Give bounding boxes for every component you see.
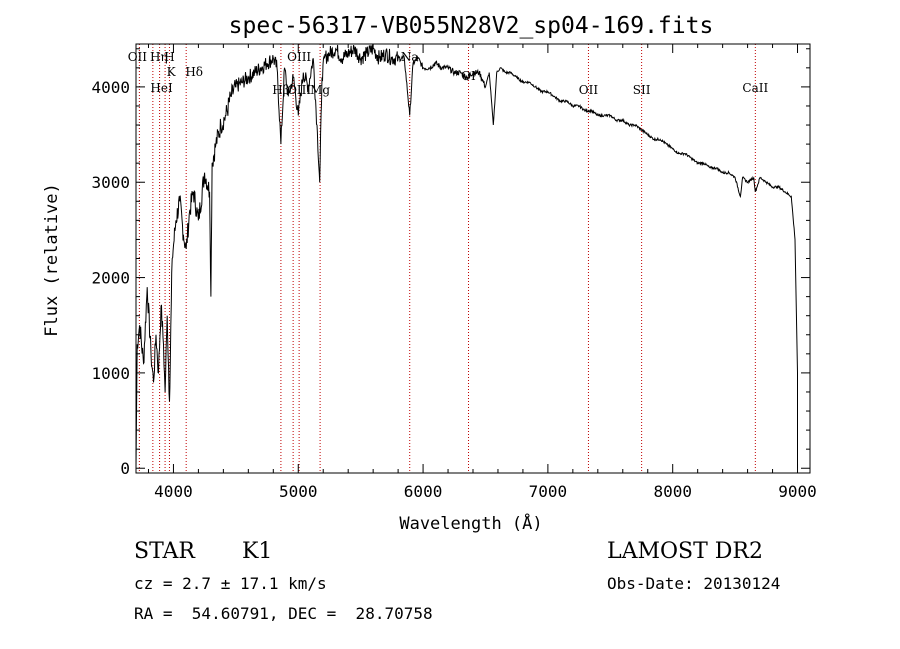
plot-frame — [135, 43, 811, 474]
y-tick-label: 3000 — [91, 173, 130, 192]
spectral-line-label: Hβ — [272, 83, 289, 97]
spectral-line-label: OIII — [287, 83, 311, 97]
spectral-line-label: OIII — [287, 50, 311, 64]
axes — [135, 43, 811, 474]
x-tick-label: 8000 — [653, 482, 692, 501]
flux-series-line — [135, 44, 798, 469]
spectral-line-label: SII — [633, 83, 651, 97]
spectral-line-label: K — [167, 65, 177, 79]
y-tick-label: 0 — [120, 459, 130, 478]
x-tick-label: 4000 — [154, 482, 193, 501]
series-layer — [135, 44, 798, 469]
x-tick-label: 6000 — [404, 482, 443, 501]
coordinates-text: RA = 54.60791, DEC = 28.70758 — [134, 604, 433, 623]
object-class: STAR — [134, 539, 195, 564]
redshift-text: cz = 2.7 ± 17.1 km/s — [134, 574, 327, 593]
ticks: 4000 5000 6000 7000 8000 9000 0 1000 2000 3000 400… — [91, 44, 817, 501]
spectral-lines — [138, 44, 756, 473]
spectral-line-label: Hη — [150, 50, 168, 64]
y-axis-label: Flux (relative) — [42, 183, 62, 337]
spectral-line-label: CaII — [742, 81, 768, 95]
spectral-line-label: OII — [579, 83, 599, 97]
x-tick-label: 9000 — [778, 482, 817, 501]
obs-date: Obs-Date: 20130124 — [607, 574, 781, 593]
x-tick-label: 5000 — [279, 482, 318, 501]
spectral-line-label: Na — [401, 50, 419, 64]
spectral-line-label: OI — [461, 69, 476, 83]
x-axis-label: Wavelength (Å) — [399, 512, 542, 534]
x-tick-label: 7000 — [529, 482, 568, 501]
y-tick-label: 4000 — [91, 78, 130, 97]
spectral-line-label: OII — [128, 50, 148, 64]
object-subclass: K1 — [242, 539, 273, 564]
survey-name: LAMOST DR2 — [607, 539, 763, 564]
y-tick-label: 1000 — [91, 364, 130, 383]
chart-title: spec-56317-VB055N28V2_sp04-169.fits — [229, 13, 714, 39]
spectral-line-label: Mg — [310, 83, 330, 97]
y-tick-label: 2000 — [91, 269, 130, 288]
spectral-line-label: H — [164, 50, 174, 64]
spectral-line-label: Hδ — [185, 65, 203, 79]
spectral-line-label: HeI — [150, 81, 173, 95]
